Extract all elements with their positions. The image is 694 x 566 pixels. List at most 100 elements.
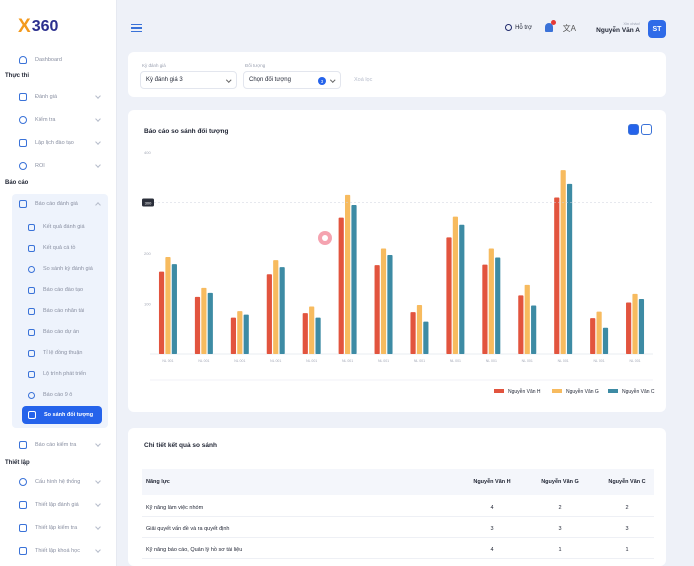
column-header: Năng lực [146,479,170,485]
translate-icon[interactable]: 文A [562,24,576,33]
legend-label: Nguyễn Văn G [566,388,599,395]
book-open-icon [19,547,27,555]
x-tick-label: NL 001 [378,359,389,363]
user-name: Nguyễn Văn A [596,27,640,34]
x-tick-label: NL 001 [198,359,209,363]
notification-badge [551,20,556,25]
logo-360: 360 [31,18,59,35]
sidebar-item-label: ROI [35,163,45,169]
chevron-down-icon [95,93,101,99]
sidebar-item-roi[interactable]: ROI [12,157,108,175]
sidebar-item-label: Thiết lập kiểm tra [35,525,78,531]
sidebar-item-dashboard[interactable]: Dashboard [12,51,108,69]
chart-bar [351,205,357,354]
sidebar-item-label: Lập lịch đào tạo [35,140,74,146]
sidebar-item-label: Cấu hình hệ thống [35,479,81,485]
avatar[interactable]: ST [648,20,666,38]
help-button[interactable]: Hỗ trợ [505,24,532,31]
chevron-down-icon [95,441,101,447]
sidebar-subitem[interactable]: Lộ trình phát triển [12,365,108,383]
sidebar-item-so-sanh-doi-tuong[interactable]: So sánh đối tượng [22,406,102,424]
bar-chart-icon[interactable] [628,124,639,135]
bell-icon[interactable] [545,20,556,32]
sidebar-item-label: Báo cáo nhân tài [43,308,85,314]
sidebar-subitem[interactable]: Kết quả cá tồ [12,239,108,257]
selected-count-badge: 3 [318,77,326,85]
target-select[interactable]: Chọn đối tượng 3 [243,71,341,89]
project-icon [28,328,35,336]
sidebar-item-kiem-tra[interactable]: Kiểm tra [12,111,108,129]
hover-value-chip [142,198,154,207]
chart-bar [410,312,416,354]
chart-bar [488,248,494,354]
clear-filter-link[interactable]: Xoá lọc [354,77,373,83]
chart-bar [524,284,530,354]
sidebar-subitem[interactable]: Báo cáo 9 ô [12,386,108,404]
y-tick-label: 400 [144,150,151,155]
chart-view-toggle [626,124,652,135]
target-label: Đối tượng [245,63,266,68]
user-menu[interactable]: Xin chào! Nguyễn Văn A [596,21,640,34]
chart-bar [230,317,237,354]
period-value: Kỳ đánh giá 3 [146,77,183,83]
sidebar-subitem[interactable]: Báo cáo dự án [12,323,108,341]
chart-bar [338,217,344,354]
chart-bar [207,292,213,354]
sidebar-subitem[interactable]: Báo cáo đào tạo [12,281,108,299]
sidebar-item-lap-lich[interactable]: Lập lịch đào tạo [12,134,108,152]
sidebar-item-label: Báo cáo kiểm tra [35,442,77,448]
table-row: Giải quyết vấn đề và ra quyết định 3 3 3 [142,520,654,538]
sidebar-item-label: Báo cáo dự án [43,329,80,335]
table-title: Chi tiết kết quả so sánh [144,442,217,449]
sidebar-item-label: Tỉ lệ đồng thuận [43,350,83,356]
x-tick-label: NL 001 [342,359,353,363]
chart-bar [279,267,285,354]
logo-x: X [18,16,31,37]
chart-bar [531,305,537,354]
sidebar-subitem[interactable]: So sánh kỳ đánh giá [12,260,108,278]
table-cell: Kỹ năng làm việc nhóm [146,504,204,511]
chart-bar [560,170,566,354]
legend-swatch [552,389,562,393]
chart-bar [243,314,249,354]
org-chart-icon [19,200,27,208]
chart-bar [374,265,380,354]
sidebar-subitem[interactable]: Báo cáo nhân tài [12,302,108,320]
bar-chart: 100 200 300 400 NL 001 NL 001 NL 001 NL 001 NL 0… [142,150,655,395]
section-title-bao-cao: Báo cáo [5,180,29,186]
menu-collapse-icon[interactable] [131,24,142,33]
chevron-down-icon [95,524,101,530]
sidebar-item-bao-cao-danh-gia[interactable]: Báo cáo đánh giá [12,195,108,213]
chart-bar [459,224,465,354]
legend-swatch [494,389,504,393]
sidebar-subitem[interactable]: Kết quả đánh giá [12,218,108,236]
chevron-down-icon [95,501,101,507]
chevron-down-icon [95,139,101,145]
sidebar-item-cau-hinh[interactable]: Cấu hình hệ thống [12,473,108,491]
sidebar-item-thiet-lap-kiem-tra[interactable]: Thiết lập kiểm tra [12,519,108,537]
sidebar-subitem[interactable]: Tỉ lệ đồng thuận [12,344,108,362]
chart-bar [273,260,279,354]
table-row: Kỹ năng làm việc nhóm 4 2 2 [142,499,654,517]
help-label: Hỗ trợ [515,24,532,31]
sidebar-item-thiet-lap-danh-gia[interactable]: Thiết lập đánh giá [12,496,108,514]
sidebar-item-danh-gia[interactable]: Đánh giá [12,88,108,106]
sidebar-item-label: So sánh kỳ đánh giá [43,266,93,272]
y-tick-label: 200 [144,251,151,256]
app-logo[interactable]: X 360 [18,17,58,36]
sidebar-item-bao-cao-kiem-tra[interactable]: Báo cáo kiểm tra [12,436,108,454]
sidebar-item-label: Lộ trình phát triển [43,371,87,377]
period-select[interactable]: Kỳ đánh giá 3 [140,71,237,89]
legend-swatch [608,389,618,393]
template-icon [19,524,27,532]
table-cell: Kỹ năng báo cáo, Quản lý hồ sơ tài liệu [146,546,243,553]
result-detail-card: Chi tiết kết quả so sánh Năng lực Nguyễn… [128,428,666,566]
chart-title: Báo cáo so sánh đối tượng [144,128,229,135]
column-header: Nguyễn Văn C [608,479,646,485]
legend-label: Nguyễn Văn C [622,388,655,395]
chart-bar [518,295,524,354]
table-view-icon[interactable] [641,124,652,135]
sidebar-item-thiet-lap-khoa-hoc[interactable]: Thiết lập khoá học [12,542,108,560]
x-tick-label: NL 001 [629,359,640,363]
chart-bar [302,313,308,354]
